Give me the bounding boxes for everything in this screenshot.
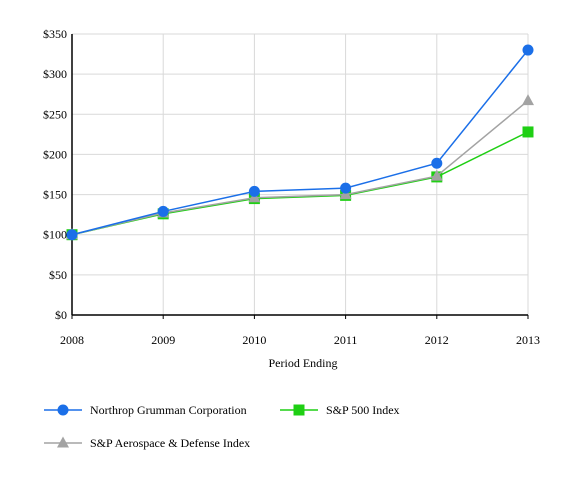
legend-marker xyxy=(57,436,69,448)
data-point xyxy=(431,157,443,169)
data-point xyxy=(157,205,169,217)
x-tick-label: 2008 xyxy=(60,333,84,347)
y-tick-label: $350 xyxy=(43,27,67,41)
y-tick-labels: $0 $50 $100 $150 $200 $250 $300 $350 xyxy=(43,27,67,322)
data-point xyxy=(430,169,443,181)
y-tick-label: $0 xyxy=(55,308,67,322)
series-line xyxy=(71,49,529,236)
series-square xyxy=(66,126,534,241)
data-point xyxy=(66,229,78,241)
series-line xyxy=(71,131,529,236)
x-tick-labels: 2008 2009 2010 2011 2012 2013 xyxy=(60,333,540,347)
data-point xyxy=(248,185,260,197)
data-point xyxy=(522,126,534,138)
y-tick-label: $200 xyxy=(43,147,67,161)
legend-marker xyxy=(57,404,69,416)
y-tick-label: $100 xyxy=(43,228,67,242)
y-tick-label: $150 xyxy=(43,188,67,202)
x-tick-label: 2013 xyxy=(516,333,540,347)
x-tick-label: 2011 xyxy=(334,333,358,347)
legend: Northrop Grumman Corporation S&P 500 Inde… xyxy=(44,403,400,450)
legend-label: Northrop Grumman Corporation xyxy=(90,403,247,417)
y-tick-label: $300 xyxy=(43,67,67,81)
legend-label: S&P Aerospace & Defense Index xyxy=(90,436,250,450)
legend-marker xyxy=(293,404,305,416)
y-tick-label: $250 xyxy=(43,107,67,121)
legend-item: S&P Aerospace & Defense Index xyxy=(44,436,250,450)
y-tick-label: $50 xyxy=(49,268,67,282)
data-point xyxy=(340,182,352,194)
x-tick-label: 2012 xyxy=(425,333,449,347)
x-axis-title: Period Ending xyxy=(269,356,338,370)
data-point xyxy=(522,94,534,106)
series-line xyxy=(71,100,529,236)
x-tick-label: 2009 xyxy=(151,333,175,347)
gridlines xyxy=(72,33,529,315)
series-triangle xyxy=(66,94,534,240)
data-point xyxy=(522,44,534,56)
legend-item: S&P 500 Index xyxy=(280,403,400,417)
series-circle xyxy=(66,44,534,241)
legend-label: S&P 500 Index xyxy=(326,403,400,417)
series-lines xyxy=(66,44,534,241)
x-tick-label: 2010 xyxy=(242,333,266,347)
axes xyxy=(71,34,529,319)
legend-item: Northrop Grumman Corporation xyxy=(44,403,247,417)
